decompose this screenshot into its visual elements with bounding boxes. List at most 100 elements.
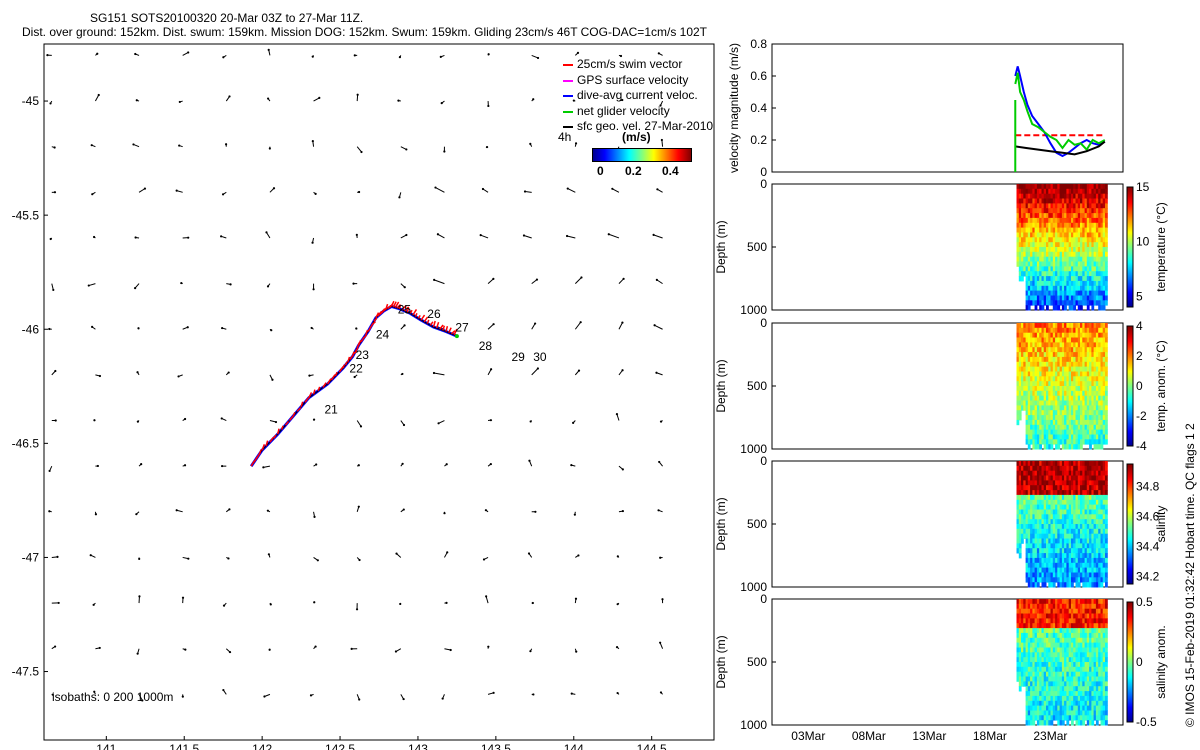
section-cell — [1105, 410, 1108, 415]
surface-velocity-arrowhead — [48, 510, 50, 512]
section-cell — [1105, 189, 1108, 194]
surface-velocity-arrowhead — [446, 551, 448, 553]
time-tick-label: 18Mar — [973, 729, 1007, 743]
surface-velocity-arrowhead — [314, 645, 316, 647]
section-cell — [1105, 199, 1108, 204]
section-cell — [1105, 618, 1108, 623]
section-cell — [1105, 677, 1108, 682]
day-label: 30 — [533, 350, 547, 364]
section-cell — [1105, 609, 1108, 614]
surface-velocity-arrowhead — [492, 692, 494, 694]
section-cell — [1105, 367, 1108, 372]
section-cell — [1105, 524, 1108, 529]
surface-velocity-arrowhead — [271, 379, 273, 381]
section-cell — [1089, 444, 1092, 449]
net-velocity-marker — [455, 334, 459, 338]
day-label: 26 — [427, 307, 441, 321]
surface-velocity-arrowhead — [358, 698, 360, 700]
y-tick-label: 1000 — [740, 718, 767, 732]
velocity-axes: 00.20.40.60.8velocity magnitude (m/s) — [727, 37, 1123, 179]
section-cell — [1105, 633, 1108, 638]
surface-velocity-arrowhead — [575, 651, 577, 653]
y-tick-label: 1000 — [740, 303, 767, 317]
section-cell — [1105, 604, 1108, 609]
section-cell — [1105, 495, 1108, 500]
surface-velocity-arrowhead — [229, 651, 231, 653]
section-colorbar — [1127, 464, 1133, 584]
y-tick-label: 0 — [760, 592, 767, 606]
surface-velocity-arrowhead — [446, 463, 448, 465]
day-label: 23 — [356, 348, 370, 362]
surface-velocity-arrowhead — [537, 57, 539, 59]
section-cell — [1105, 323, 1108, 328]
surface-velocity-arrowhead — [134, 53, 136, 55]
section-cell — [1105, 439, 1108, 444]
y-tick-label: -45 — [22, 94, 40, 108]
surface-velocity-arrowhead — [98, 94, 100, 96]
colorbar-tick-label: 5 — [1136, 289, 1143, 303]
colorbar-tick: 0.4 — [662, 164, 679, 178]
section-cell — [1046, 305, 1049, 310]
surface-velocity-arrowhead — [404, 286, 406, 288]
section-cell — [1082, 720, 1085, 725]
glider-track-line — [251, 306, 457, 466]
surface-velocity-arrowhead — [355, 327, 357, 329]
colorbar-tick-label: 0 — [1136, 655, 1143, 669]
surface-velocity-arrowhead — [441, 102, 443, 104]
section-cell — [1064, 305, 1067, 310]
surface-velocity-arrowhead — [608, 233, 610, 235]
surface-velocity-arrowhead — [99, 375, 101, 377]
section-cell — [1105, 415, 1108, 420]
section-cell — [1105, 296, 1108, 301]
x-tick-label: 142.5 — [325, 742, 355, 750]
surface-velocity-arrowhead — [263, 695, 265, 697]
surface-velocity-arrowhead — [358, 191, 360, 193]
section-cell — [1105, 715, 1108, 720]
surface-velocity-arrowhead — [137, 327, 139, 329]
surface-velocity-arrowhead — [397, 100, 399, 102]
section-cell — [1105, 266, 1108, 271]
surface-velocity-arrowhead — [485, 509, 487, 511]
surface-velocity-arrow — [567, 236, 575, 238]
surface-velocity-arrowhead — [356, 234, 358, 236]
surface-velocity-arrowhead — [440, 56, 442, 58]
surface-velocity-arrowhead — [652, 234, 654, 236]
surface-velocity-arrowhead — [138, 595, 140, 597]
surface-velocity-arrowhead — [351, 648, 353, 650]
surface-velocity-arrowhead — [54, 191, 56, 193]
section-colorbar — [1127, 602, 1133, 722]
section-cell — [1035, 305, 1038, 310]
colorbar-tick-label: -0.5 — [1136, 715, 1157, 729]
y-tick-label: -46.5 — [12, 437, 40, 451]
surface-velocity-arrowhead — [617, 603, 619, 605]
surface-velocity-arrowhead — [88, 284, 90, 286]
y-tick-label: 500 — [747, 517, 767, 531]
section-cell — [1105, 328, 1108, 333]
surface-velocity-arrowhead — [487, 105, 489, 107]
section-cell — [1105, 614, 1108, 619]
surface-velocity-arrowhead — [622, 278, 624, 280]
surface-velocity-arrowhead — [445, 602, 447, 604]
colorbar-tick-label: 34.8 — [1136, 480, 1160, 494]
section-cell — [1105, 686, 1108, 691]
x-tick-label: 142 — [252, 742, 272, 750]
surface-velocity-arrowhead — [91, 326, 93, 328]
surface-velocity-arrowhead — [442, 697, 444, 699]
surface-velocity-arrowhead — [488, 53, 490, 55]
surface-velocity-arrowhead — [54, 645, 56, 647]
surface-velocity-arrowhead — [179, 101, 181, 103]
section-cell — [1105, 534, 1108, 539]
surface-velocity-arrowhead — [269, 649, 271, 651]
depth-ylabel: Depth (m) — [714, 635, 728, 688]
surface-velocity-arrowhead — [313, 516, 315, 518]
section-cell — [1105, 233, 1108, 238]
surface-velocity-arrowhead — [48, 328, 50, 330]
surface-velocity-arrowhead — [524, 190, 526, 192]
colorbar-label: salinity anom. — [1154, 625, 1168, 698]
section-cell — [1105, 391, 1108, 396]
day-label: 25 — [398, 302, 412, 316]
section-cell — [1105, 362, 1108, 367]
surface-velocity-arrowhead — [660, 420, 662, 422]
surface-velocity-arrowhead — [187, 51, 189, 53]
section-cell — [1105, 573, 1108, 578]
